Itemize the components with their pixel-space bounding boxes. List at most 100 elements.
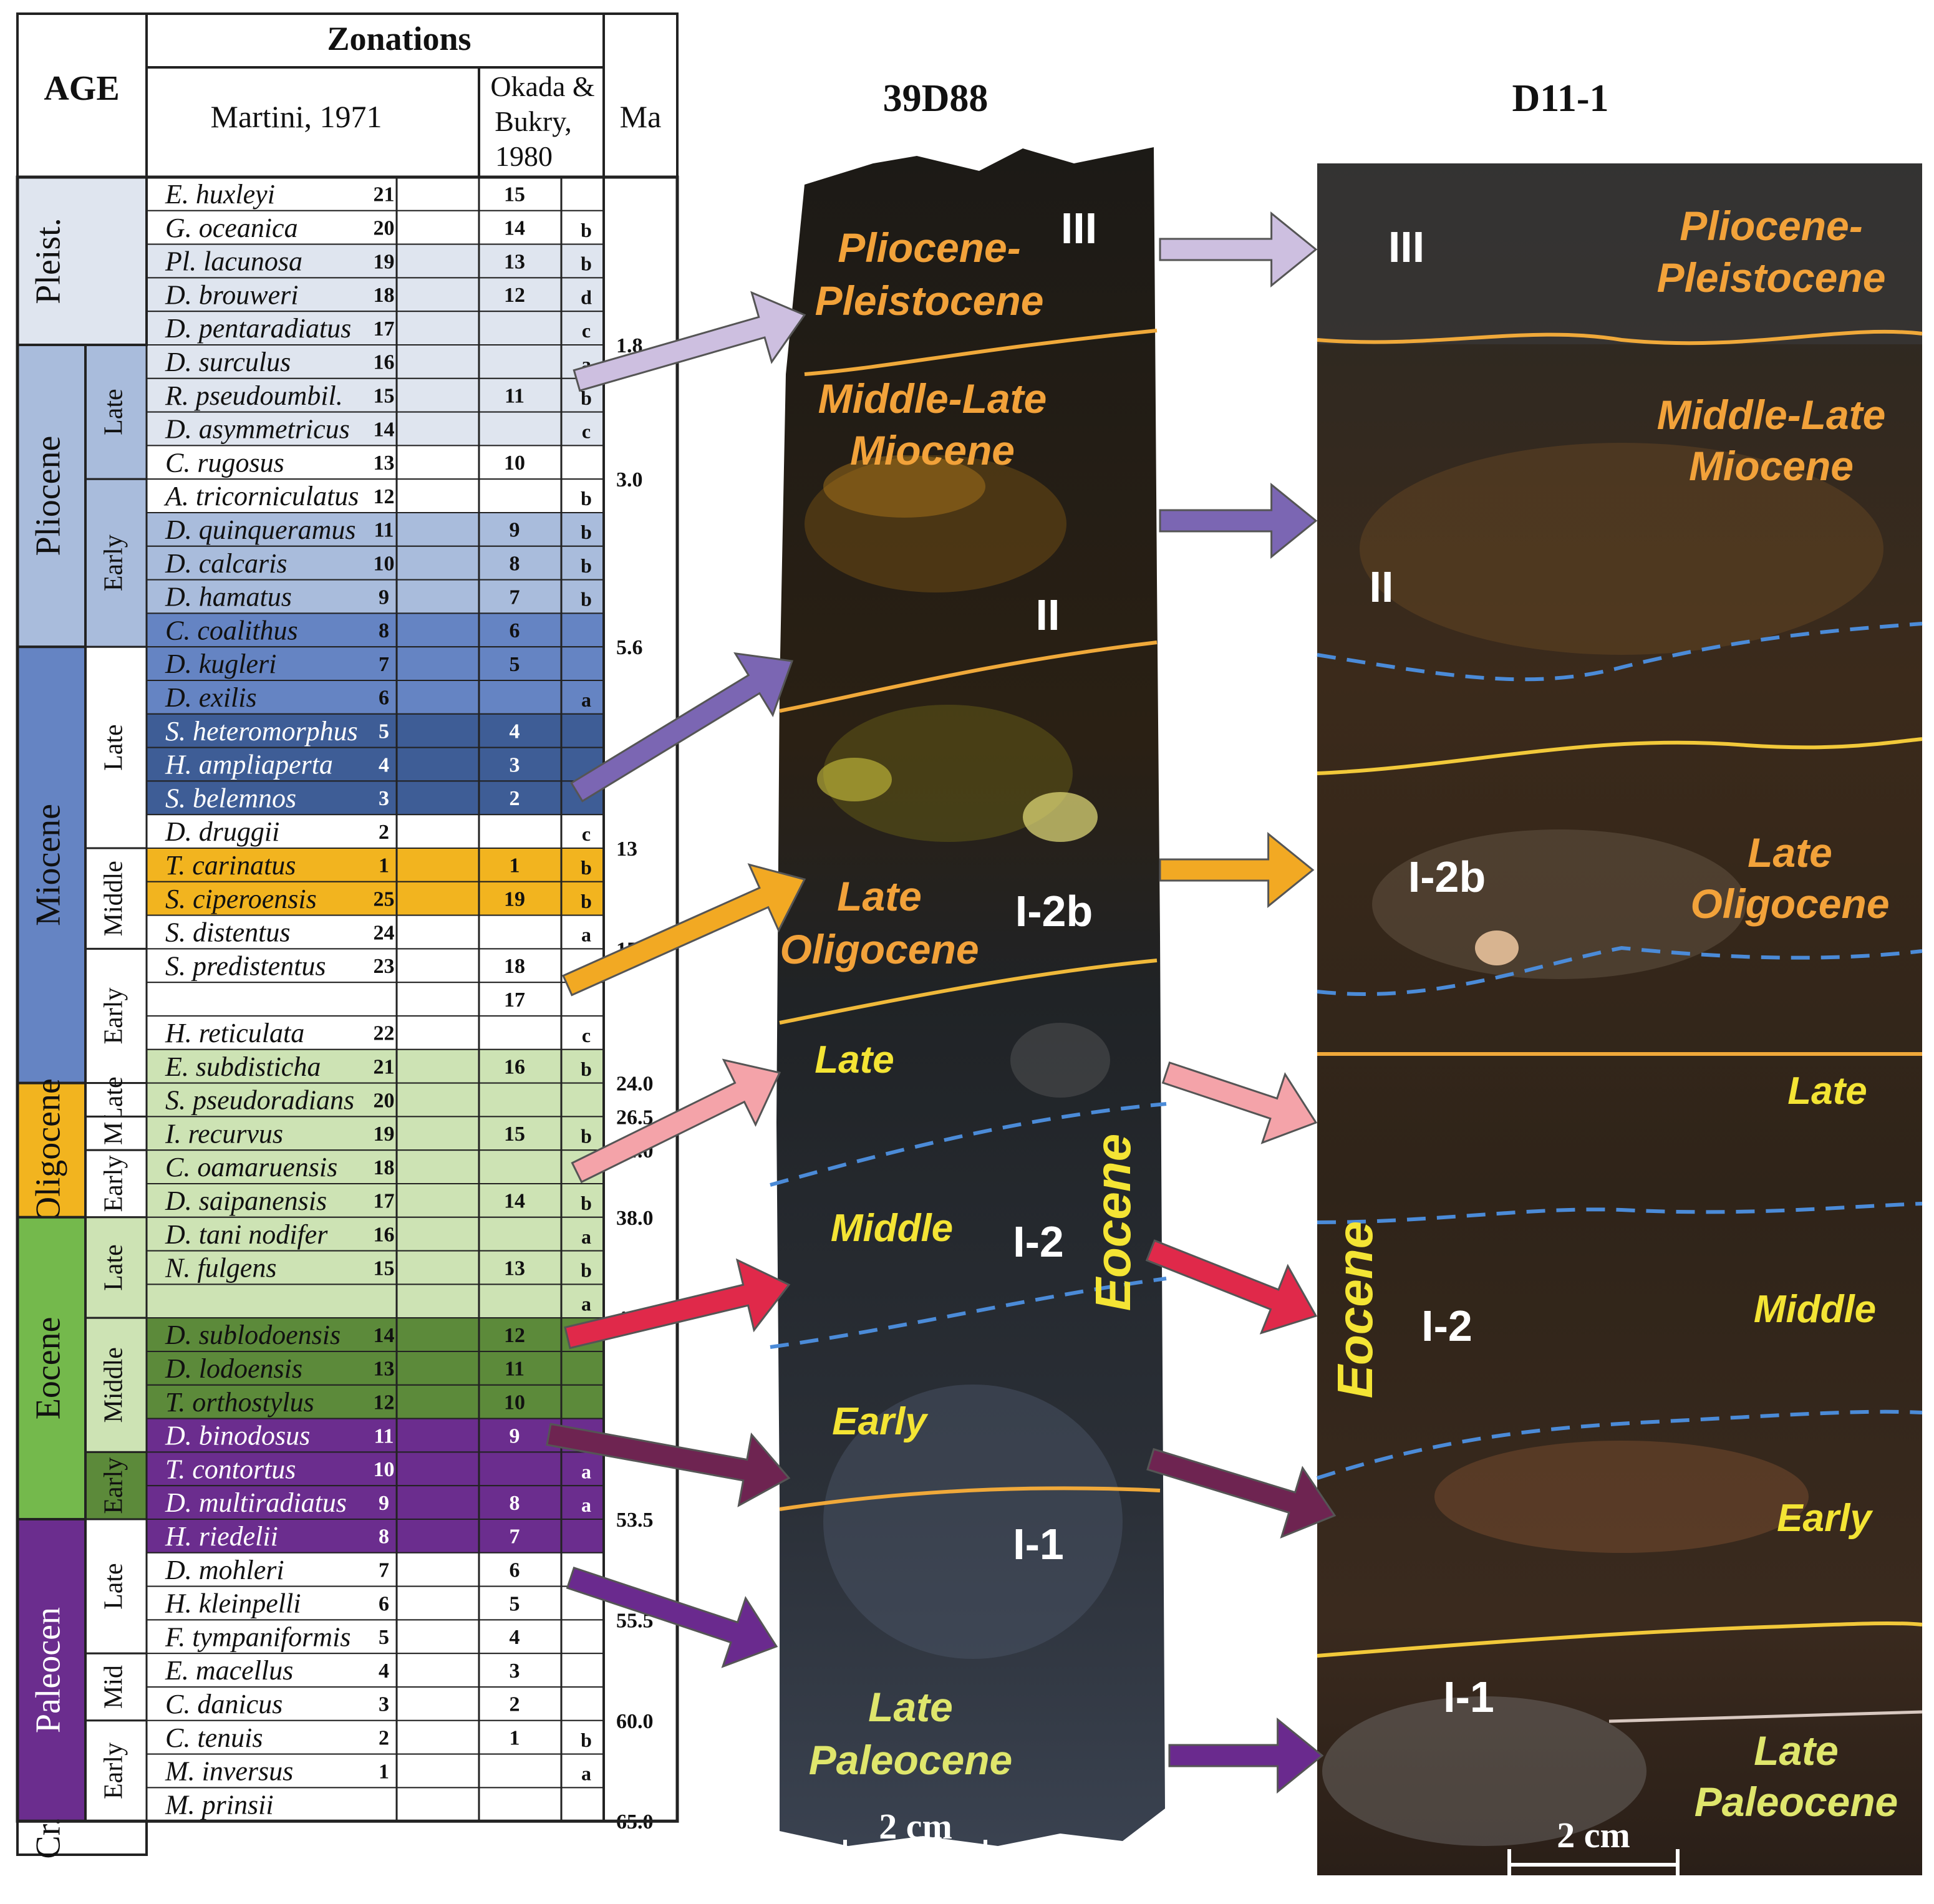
zone-name: D. sublodoensis <box>165 1320 341 1350</box>
cn-zone-number: 7 <box>510 586 520 609</box>
zone-name: T. orthostylus <box>165 1387 314 1418</box>
left-core-39d88: Pliocene- Pleistocene Middle-Late Miocen… <box>770 147 1167 1871</box>
right-label-oligocene: Oligocene <box>1690 881 1889 927</box>
zone-name: S. pseudoradians <box>165 1085 354 1116</box>
nn-zone-number: 13 <box>374 452 395 475</box>
cn-zone-number: 5 <box>510 653 520 676</box>
zone-row <box>146 1116 604 1151</box>
cn-subzone: a <box>581 1762 591 1785</box>
nn-zone-number: 1 <box>379 1760 389 1783</box>
zone-name: M. prinsii <box>165 1789 274 1820</box>
cn-zone-number: 4 <box>510 1626 520 1649</box>
zone-row <box>146 1183 604 1218</box>
cn-subzone: a <box>581 924 591 946</box>
subepoch-label: Middle <box>100 1347 128 1423</box>
zone-row <box>146 1719 604 1755</box>
arrow-miocene-right <box>1159 483 1318 559</box>
zone-name: D. exilis <box>165 682 257 713</box>
cn-subzone: d <box>581 286 592 308</box>
subepoch-cell <box>84 1149 148 1219</box>
cn-zone-number: 11 <box>505 1358 525 1381</box>
nn-zone-number: 25 <box>374 888 395 911</box>
zone-name: D. multiradiatus <box>165 1487 347 1518</box>
epoch-cell <box>16 1518 87 1823</box>
subepoch-cell <box>84 1652 148 1722</box>
cn-subzone: b <box>581 1729 592 1751</box>
zone-name: D. lodoensis <box>165 1353 302 1384</box>
zone-name: D. binodosus <box>165 1421 310 1451</box>
cn-zone-number: 9 <box>510 1424 520 1447</box>
nn-zone-number: 18 <box>374 1156 395 1179</box>
nn-zone-number: 19 <box>374 1123 395 1146</box>
zone-name: A. tricorniculatus <box>163 481 359 511</box>
okada-heading-line2: Bukry, <box>495 105 572 137</box>
subepoch-label: Early <box>100 988 128 1045</box>
cn-subzone: b <box>581 521 592 543</box>
cn-subzone: b <box>581 387 592 409</box>
nn-zone-number: 15 <box>374 385 395 408</box>
nn-zone-number: 8 <box>379 619 389 642</box>
epoch-label: Miocene <box>29 804 67 926</box>
left-scale-bar: 2 cm <box>843 1806 987 1871</box>
epoch-label: Pleist. <box>29 218 67 304</box>
right-label-pleistocene: Pleistocene <box>1657 254 1886 301</box>
subepoch-cell <box>84 645 148 849</box>
ma-heading: Ma <box>620 99 662 134</box>
nn-zone-number: 7 <box>379 1559 389 1582</box>
subepoch-label: Late <box>100 389 128 435</box>
subepoch-label: Late <box>100 1076 128 1123</box>
zone-name: D. asymmetricus <box>165 414 350 445</box>
zone-name: E. subdisticha <box>165 1051 321 1082</box>
nn-zone-number: 23 <box>374 955 395 978</box>
cn-zone-number: 19 <box>504 888 525 911</box>
zone-name: S. heteromorphus <box>165 716 358 747</box>
nn-zone-number: 11 <box>374 1424 394 1447</box>
nn-zone-number: 19 <box>374 250 395 273</box>
left-label-oligocene: Oligocene <box>780 926 979 972</box>
nn-zone-number: 7 <box>379 653 389 676</box>
zone-name: D. quinqueramus <box>165 515 356 545</box>
right-label-late-eocene: Late <box>1787 1070 1867 1113</box>
cn-zone-number: 8 <box>510 1492 520 1515</box>
zone-row <box>146 646 604 681</box>
subepoch-cell <box>84 1317 148 1453</box>
nn-zone-number: 12 <box>374 485 395 508</box>
zone-row <box>146 545 604 581</box>
zone-name: H. kleinpelli <box>165 1588 301 1619</box>
zone-row <box>146 713 604 748</box>
nn-zone-number: 21 <box>374 1056 395 1079</box>
nn-zone-number: 10 <box>374 1458 395 1481</box>
nn-zone-number: 13 <box>374 1358 395 1381</box>
zone-row <box>146 1351 604 1386</box>
zone-row <box>146 478 604 514</box>
nn-zone-number: 10 <box>374 553 395 576</box>
left-label-late-olig: Late <box>837 873 922 919</box>
cn-zone-number: 3 <box>510 1660 520 1683</box>
subepoch-label: Late <box>100 1563 128 1610</box>
ma-tick-label: 3.0 <box>616 468 643 491</box>
arrow-paleocene-right <box>1168 1718 1324 1794</box>
zone-name: F. tympaniformis <box>165 1621 351 1652</box>
nn-zone-number: 8 <box>379 1525 389 1549</box>
age-heading: AGE <box>44 69 119 108</box>
cn-zone-number: 1 <box>510 1727 520 1750</box>
left-unit-i2b: I-2b <box>1015 887 1093 935</box>
nn-zone-number: 5 <box>379 720 389 743</box>
nn-zone-number: 21 <box>374 183 395 206</box>
subepoch-label: Early <box>100 1742 128 1799</box>
zone-row <box>146 780 604 816</box>
zone-name: C. oamaruensis <box>165 1152 337 1182</box>
epoch-cell <box>16 1081 87 1219</box>
right-label-miocene: Miocene <box>1689 443 1854 489</box>
cn-zone-number: 8 <box>510 553 520 576</box>
chart-body: E. huxleyi 21 15G. oceanica 20 14 bPl. lacuno… <box>16 175 679 1859</box>
epoch-label: Pliocene <box>29 436 67 556</box>
nn-zone-number: 17 <box>374 317 395 341</box>
zone-name: E. macellus <box>165 1655 293 1686</box>
left-unit-iii: III <box>1061 204 1097 253</box>
zone-name: D. pentaradiatus <box>165 313 351 344</box>
right-label-paleocene: Paleocene <box>1695 1779 1898 1825</box>
zone-row <box>146 1283 604 1319</box>
left-label-miocene: Miocene <box>850 427 1015 473</box>
left-label-late-eocene: Late <box>815 1038 894 1081</box>
